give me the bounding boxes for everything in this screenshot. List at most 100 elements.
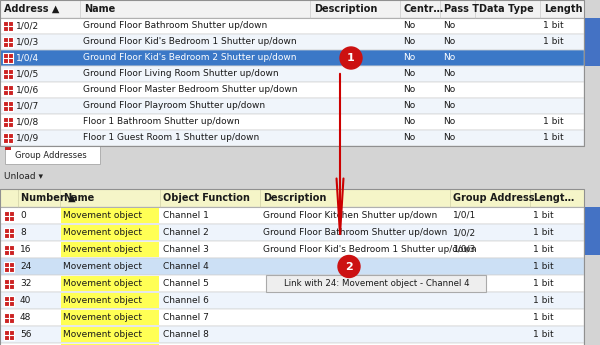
Bar bbox=[4, 329, 14, 339]
Text: 1 bit: 1 bit bbox=[533, 296, 554, 305]
Bar bbox=[0, 50, 584, 66]
Text: Movement object: Movement object bbox=[63, 262, 142, 271]
Text: 1/0/4: 1/0/4 bbox=[16, 53, 39, 62]
Text: Movement object: Movement object bbox=[63, 296, 142, 305]
Text: Ground Floor Kitchen Shutter up/down: Ground Floor Kitchen Shutter up/down bbox=[263, 211, 437, 220]
Text: Ground Floor Kid's Bedroom 1 Shutter up/down: Ground Floor Kid's Bedroom 1 Shutter up/… bbox=[263, 245, 476, 254]
Bar bbox=[0, 189, 584, 345]
Text: Lengt…: Lengt… bbox=[533, 193, 574, 203]
Bar bbox=[61, 208, 159, 223]
Text: 1/0/9: 1/0/9 bbox=[16, 134, 39, 142]
Text: Ground Floor Kid's Bedroom 2 Shutter up/down: Ground Floor Kid's Bedroom 2 Shutter up/… bbox=[83, 53, 296, 62]
Text: No: No bbox=[403, 118, 415, 127]
Bar bbox=[3, 85, 13, 95]
Bar bbox=[3, 53, 13, 63]
Text: 1/0/8: 1/0/8 bbox=[16, 118, 39, 127]
Bar bbox=[0, 309, 584, 326]
Text: Group Address: Group Address bbox=[453, 193, 535, 203]
Text: Channel 6: Channel 6 bbox=[163, 296, 209, 305]
Bar bbox=[0, 34, 584, 50]
Text: 8: 8 bbox=[20, 228, 26, 237]
Text: Object Function: Object Function bbox=[163, 193, 250, 203]
Bar bbox=[0, 66, 584, 82]
Bar bbox=[0, 164, 600, 189]
Bar bbox=[4, 262, 14, 272]
Bar bbox=[61, 344, 159, 345]
Bar bbox=[0, 326, 584, 343]
Text: No: No bbox=[403, 53, 415, 62]
Text: Link with 24: Movement object - Channel 4: Link with 24: Movement object - Channel … bbox=[284, 279, 470, 288]
Bar bbox=[0, 224, 584, 241]
Text: 1/0/3: 1/0/3 bbox=[453, 245, 476, 254]
Text: 1/0/5: 1/0/5 bbox=[16, 69, 39, 79]
Bar bbox=[61, 225, 159, 240]
Text: 1/0/2: 1/0/2 bbox=[16, 21, 39, 30]
Text: No: No bbox=[443, 38, 455, 47]
Text: Group Addresses: Group Addresses bbox=[15, 150, 87, 159]
Text: No: No bbox=[443, 69, 455, 79]
Text: 1 bit: 1 bit bbox=[533, 245, 554, 254]
Bar bbox=[4, 296, 14, 306]
Bar bbox=[61, 259, 159, 274]
Text: Channel 3: Channel 3 bbox=[163, 245, 209, 254]
Text: Movement object: Movement object bbox=[63, 211, 142, 220]
Text: Movement object: Movement object bbox=[63, 245, 142, 254]
Text: 1 bit: 1 bit bbox=[533, 279, 554, 288]
Bar bbox=[0, 130, 584, 146]
Bar bbox=[61, 327, 159, 342]
Text: No: No bbox=[443, 53, 455, 62]
Text: Unload ▾: Unload ▾ bbox=[4, 172, 43, 181]
Text: Address ▲: Address ▲ bbox=[4, 4, 59, 14]
Text: Movement object: Movement object bbox=[63, 330, 142, 339]
Text: 1/0/2: 1/0/2 bbox=[453, 228, 476, 237]
Bar bbox=[4, 245, 14, 255]
Bar bbox=[270, 279, 278, 287]
Bar bbox=[61, 242, 159, 257]
Text: 1 bit: 1 bit bbox=[533, 313, 554, 322]
Text: 1 bit: 1 bit bbox=[533, 228, 554, 237]
Text: Ground Floor Master Bedroom Shutter up/down: Ground Floor Master Bedroom Shutter up/d… bbox=[83, 86, 298, 95]
Bar bbox=[3, 133, 13, 143]
Circle shape bbox=[340, 47, 362, 69]
Bar bbox=[0, 114, 584, 130]
Bar bbox=[61, 310, 159, 325]
Bar bbox=[0, 343, 584, 345]
Text: No: No bbox=[443, 118, 455, 127]
Text: 56: 56 bbox=[20, 330, 32, 339]
Text: No: No bbox=[403, 21, 415, 30]
Bar bbox=[0, 275, 584, 292]
Bar bbox=[3, 117, 13, 127]
Text: No: No bbox=[443, 86, 455, 95]
Bar bbox=[4, 210, 14, 220]
Text: Ground Floor Kid's Bedroom 1 Shutter up/down: Ground Floor Kid's Bedroom 1 Shutter up/… bbox=[83, 38, 296, 47]
Circle shape bbox=[338, 256, 360, 277]
Text: Channel 5: Channel 5 bbox=[163, 279, 209, 288]
Text: Description: Description bbox=[263, 193, 326, 203]
Bar bbox=[5, 146, 100, 164]
Bar bbox=[4, 278, 14, 288]
Text: 1 bit: 1 bit bbox=[543, 118, 563, 127]
Text: 1 bit: 1 bit bbox=[543, 38, 563, 47]
Text: Ground Floor Bathroom Shutter up/down: Ground Floor Bathroom Shutter up/down bbox=[83, 21, 267, 30]
Text: Movement object: Movement object bbox=[63, 313, 142, 322]
Text: 1: 1 bbox=[347, 53, 355, 63]
Bar bbox=[0, 258, 584, 275]
Bar bbox=[0, 189, 584, 345]
Bar bbox=[4, 313, 14, 323]
Text: No: No bbox=[403, 69, 415, 79]
Text: No: No bbox=[403, 101, 415, 110]
Bar bbox=[0, 189, 584, 207]
Bar bbox=[0, 207, 584, 224]
Text: 1/0/1: 1/0/1 bbox=[453, 211, 476, 220]
Text: Name: Name bbox=[63, 193, 94, 203]
Text: 1/0/6: 1/0/6 bbox=[16, 86, 39, 95]
Text: 1 bit: 1 bit bbox=[533, 262, 554, 271]
Bar bbox=[3, 101, 13, 111]
Text: Channel 2: Channel 2 bbox=[163, 228, 209, 237]
Text: No: No bbox=[443, 21, 455, 30]
Text: Movement object: Movement object bbox=[63, 279, 142, 288]
Text: No: No bbox=[403, 134, 415, 142]
Text: No: No bbox=[443, 134, 455, 142]
Text: Centr…: Centr… bbox=[404, 4, 444, 14]
Text: Description: Description bbox=[314, 4, 377, 14]
